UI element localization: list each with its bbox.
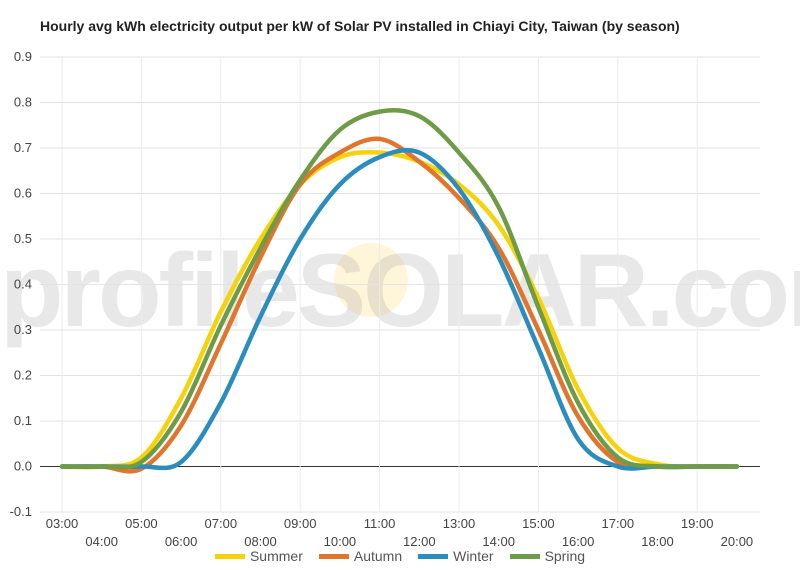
y-tick-label: 0.9 bbox=[14, 49, 32, 64]
x-tick-label: 09:00 bbox=[284, 516, 317, 531]
series-line-winter bbox=[59, 148, 740, 471]
legend-label: Spring bbox=[544, 548, 586, 564]
x-tick-label: 17:00 bbox=[602, 516, 635, 531]
legend: Summer Autumn Winter Spring bbox=[0, 548, 800, 564]
y-tick-label: 0.0 bbox=[14, 459, 32, 474]
x-tick-label: 08:00 bbox=[244, 534, 277, 548]
y-tick-label: 0.1 bbox=[14, 413, 32, 428]
legend-item-spring[interactable]: Spring bbox=[509, 548, 586, 564]
y-tick-label: 0.2 bbox=[14, 368, 32, 383]
x-tick-label: 05:00 bbox=[125, 516, 158, 531]
y-tick-label: 0.7 bbox=[14, 140, 32, 155]
x-tick-label: 14:00 bbox=[482, 534, 515, 548]
chart-title: Hourly avg kWh electricity output per kW… bbox=[40, 18, 680, 34]
y-tick-label: 0.4 bbox=[14, 277, 32, 292]
x-tick-label: 07:00 bbox=[205, 516, 238, 531]
legend-swatch bbox=[318, 553, 349, 559]
y-tick-label: 0.3 bbox=[14, 322, 32, 337]
x-tick-label: 13:00 bbox=[443, 516, 476, 531]
legend-label: Summer bbox=[249, 548, 303, 564]
x-tick-label: 10:00 bbox=[324, 534, 357, 548]
x-tick-label: 18:00 bbox=[641, 534, 674, 548]
legend-swatch bbox=[509, 553, 540, 559]
y-axis-ticks: 0.9 0.8 0.7 0.6 0.5 0.4 0.3 0.2 0.1 0.0 -0.1 bbox=[10, 49, 32, 519]
y-tick-label: 0.8 bbox=[14, 95, 32, 110]
x-tick-label: 12:00 bbox=[403, 534, 436, 548]
x-tick-label: 19:00 bbox=[681, 516, 714, 531]
legend-item-summer[interactable]: Summer bbox=[214, 548, 303, 564]
series-lines bbox=[59, 107, 740, 474]
x-tick-label: 11:00 bbox=[364, 516, 396, 531]
grid-lines bbox=[40, 56, 760, 513]
y-tick-label: 0.6 bbox=[14, 186, 32, 201]
series-line-summer bbox=[59, 149, 740, 470]
x-axis-ticks: 03:00 04:00 05:00 06:00 07:00 08:00 09:00 10:00… bbox=[46, 516, 753, 548]
x-tick-label: 15:00 bbox=[522, 516, 555, 531]
x-tick-label: 04:00 bbox=[85, 534, 118, 548]
legend-label: Winter bbox=[453, 548, 494, 564]
line-chart: 0.9 0.8 0.7 0.6 0.5 0.4 0.3 0.2 0.1 0.0 -0.1 03:00… bbox=[10, 49, 760, 548]
legend-swatch bbox=[214, 553, 245, 559]
x-tick-label: 06:00 bbox=[165, 534, 198, 548]
x-tick-label: 16:00 bbox=[562, 534, 595, 548]
x-tick-label: 03:00 bbox=[46, 516, 79, 531]
legend-label: Autumn bbox=[353, 548, 403, 564]
series-line-spring bbox=[59, 107, 740, 470]
series-line-autumn bbox=[59, 136, 740, 474]
legend-item-winter[interactable]: Winter bbox=[418, 548, 494, 564]
x-tick-label: 20:00 bbox=[721, 534, 754, 548]
y-tick-label: -0.1 bbox=[10, 504, 32, 519]
legend-swatch bbox=[418, 553, 449, 559]
y-tick-label: 0.5 bbox=[14, 231, 32, 246]
legend-item-autumn[interactable]: Autumn bbox=[318, 548, 403, 564]
